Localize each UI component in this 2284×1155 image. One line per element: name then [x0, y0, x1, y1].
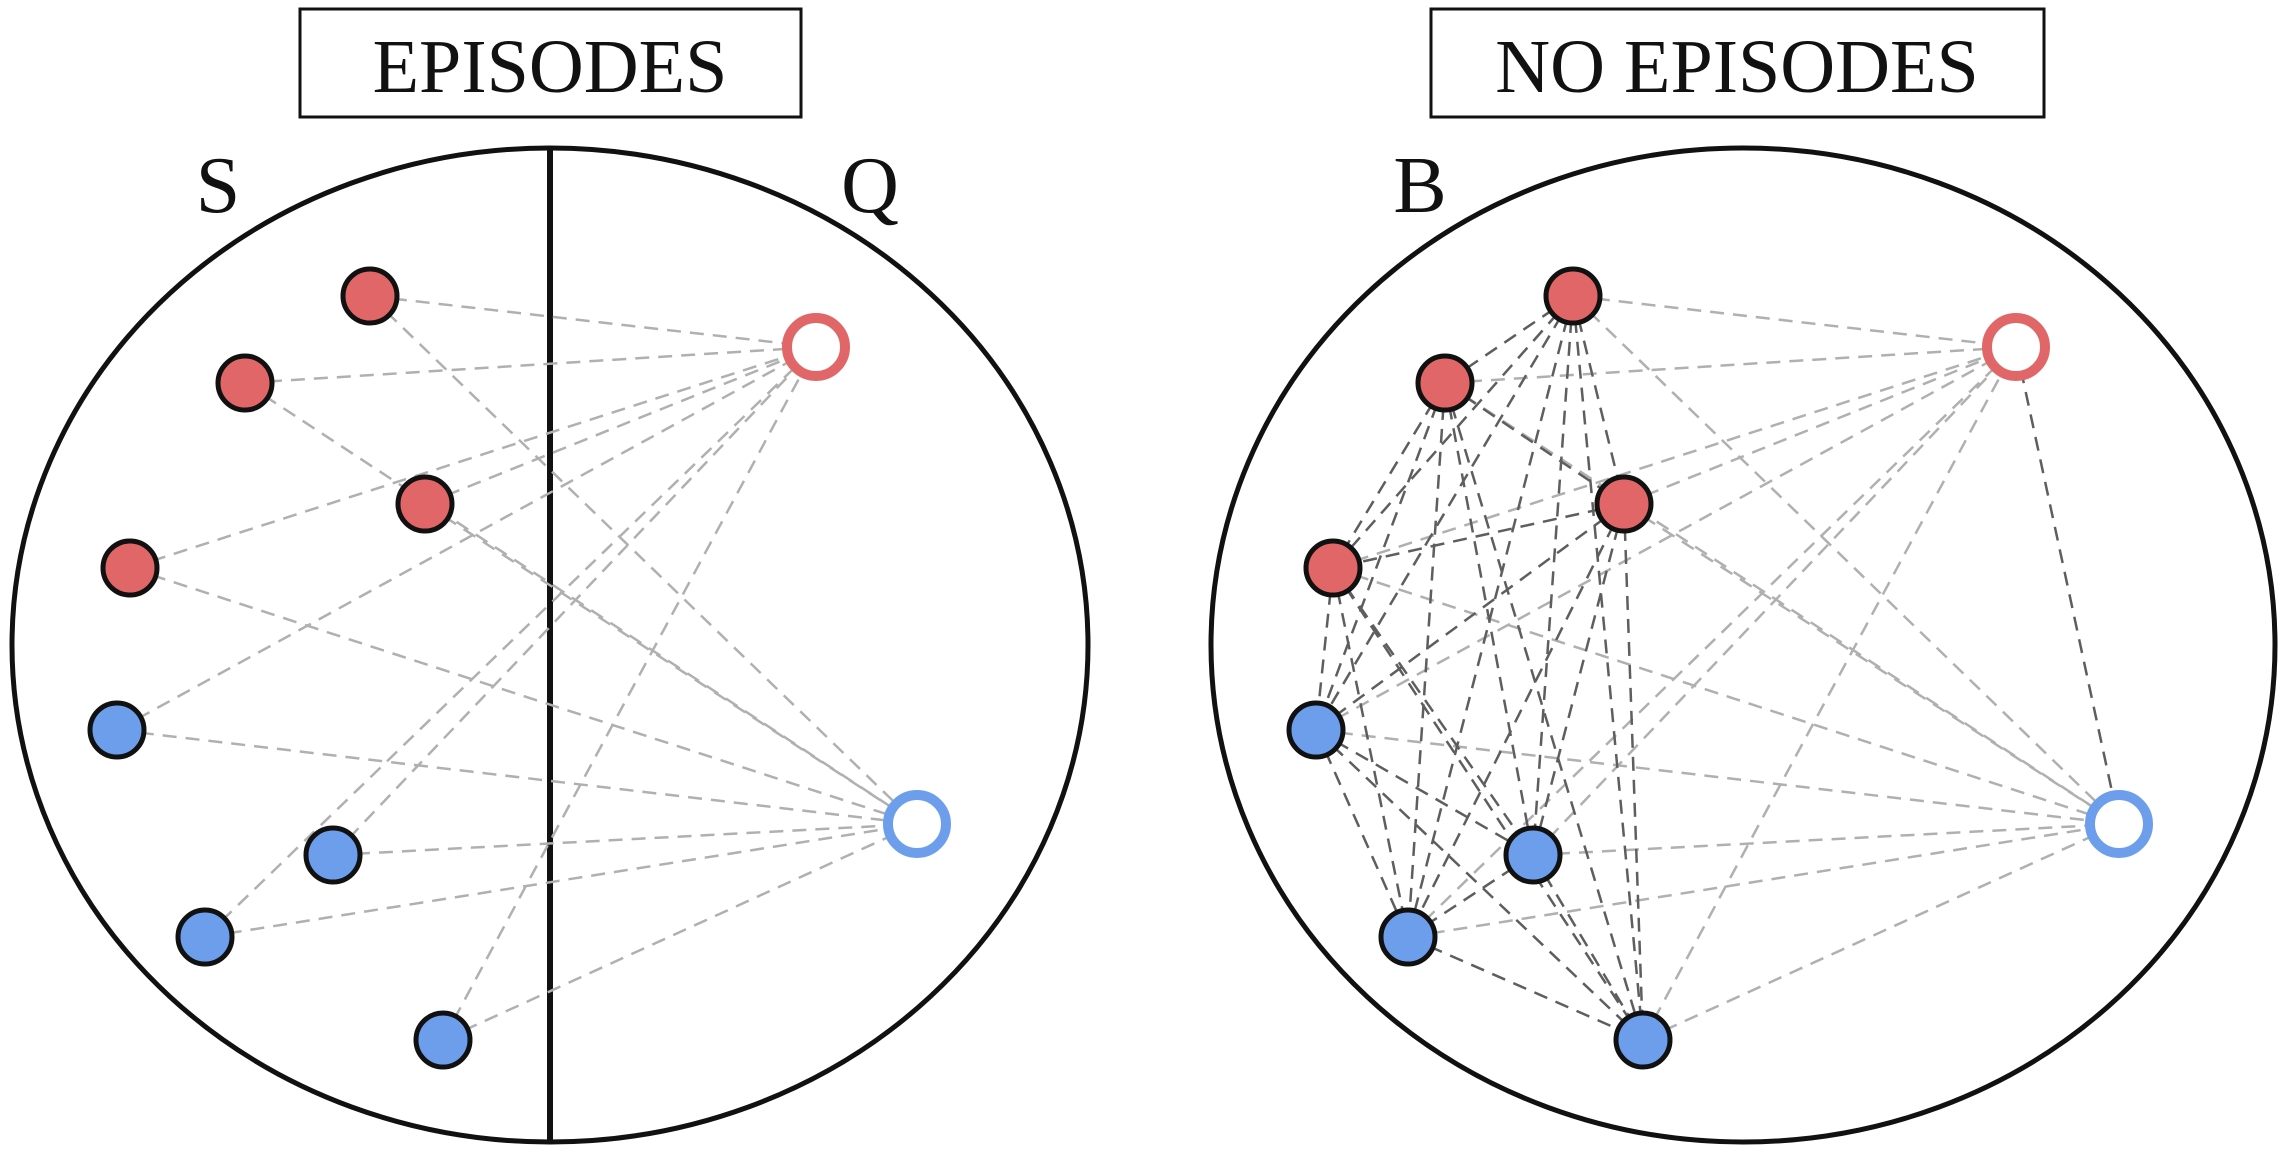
edge-support-support	[1406, 503, 1626, 938]
edge-support-query	[1315, 345, 2017, 732]
edge-support-support	[1332, 295, 1574, 569]
edge-support-query	[1332, 345, 2017, 570]
edge-support-query	[129, 345, 817, 570]
support-node-blue	[1503, 825, 1563, 885]
edge-support-support	[1571, 295, 1645, 1041]
support-node-blue	[1378, 907, 1438, 967]
nodes-no-episodes	[1286, 266, 2153, 1070]
edge-support-query	[1572, 295, 2120, 825]
edge-support-support	[1331, 382, 1447, 569]
query-node-blue	[2085, 790, 2153, 858]
edge-support-query	[1444, 345, 2017, 385]
edge-support-support	[1315, 729, 1644, 1041]
edge-support-query	[1332, 566, 2120, 826]
support-node-blue	[175, 907, 235, 967]
edge-support-support	[1443, 382, 1535, 856]
edge-support-support	[1331, 567, 1410, 938]
set-circle-no-episodes	[1208, 145, 2278, 1145]
edge-support-query	[1572, 294, 2017, 349]
support-node-red	[1543, 266, 1603, 326]
title-no-episodes: NO EPISODES	[1495, 25, 1979, 109]
edge-support-query	[1532, 346, 2017, 856]
support-node-blue	[87, 700, 147, 760]
edges-no-episodes	[1314, 294, 2121, 1042]
support-node-red	[1594, 474, 1654, 534]
edge-support-support	[1571, 295, 1626, 505]
edge-support-query	[1532, 822, 2120, 857]
query-node-red	[1982, 313, 2050, 381]
title-episodes: EPISODES	[373, 25, 728, 109]
label-batch-set: B	[1393, 142, 1446, 230]
edge-support-query	[369, 295, 918, 825]
query-node-red	[782, 313, 850, 381]
edges-episodes	[116, 294, 918, 1042]
edge-support-query	[1623, 345, 2017, 506]
edge-support-query	[332, 822, 918, 857]
edge-support-support	[1531, 503, 1626, 856]
support-node-blue	[1286, 700, 1346, 760]
support-node-red	[395, 474, 455, 534]
edge-support-query	[1641, 346, 2018, 1041]
edge-support-support	[1315, 502, 1625, 732]
label-query-set: Q	[841, 142, 899, 230]
support-node-red	[1303, 538, 1363, 598]
edge-query-query	[2014, 346, 2121, 825]
edge-support-support	[1406, 295, 1575, 938]
edge-support-support	[1531, 854, 1645, 1041]
edge-support-support	[1314, 295, 1575, 731]
edge-support-query	[1444, 381, 2120, 826]
edge-support-query	[332, 346, 817, 856]
edge-support-query	[116, 345, 817, 732]
edge-support-support	[1331, 567, 1535, 856]
edge-support-support	[1331, 567, 1645, 1041]
edge-support-query	[441, 346, 818, 1041]
support-node-red	[215, 353, 275, 413]
edge-support-query	[116, 728, 918, 826]
edge-support-query	[244, 381, 918, 826]
edge-support-support	[1314, 729, 1410, 938]
panel-no-episodes: NO EPISODES B	[1208, 7, 2278, 1145]
edge-support-support	[1315, 728, 1534, 857]
support-node-red	[340, 266, 400, 326]
edge-support-query	[204, 346, 817, 938]
support-node-red	[100, 538, 160, 598]
support-node-red	[1415, 353, 1475, 413]
edge-support-query	[424, 502, 918, 826]
edge-support-query	[1407, 346, 2017, 938]
edge-support-query	[244, 345, 817, 385]
edge-support-query	[424, 345, 817, 506]
title-box-episodes	[298, 7, 803, 119]
edge-support-query	[1407, 822, 2120, 939]
edge-support-query	[369, 294, 817, 349]
query-node-blue	[883, 790, 951, 858]
edge-support-query	[129, 566, 918, 826]
title-box-no-episodes	[1429, 7, 2046, 119]
support-node-blue	[303, 825, 363, 885]
support-node-blue	[1613, 1010, 1673, 1070]
panel-episodes: EPISODES S Q	[9, 7, 1091, 1145]
edge-support-query	[442, 822, 918, 1042]
edge-support-support	[1406, 382, 1447, 938]
edge-support-support	[1531, 295, 1575, 856]
nodes-episodes	[87, 266, 951, 1070]
edge-support-support	[1314, 382, 1447, 731]
edge-support-support	[1407, 935, 1644, 1042]
edge-support-query	[204, 822, 918, 939]
label-support-set: S	[196, 142, 241, 230]
edge-support-support	[1444, 381, 1625, 506]
support-node-blue	[413, 1010, 473, 1070]
edge-support-query	[1642, 822, 2120, 1042]
edge-support-support	[1622, 503, 1645, 1041]
edge-support-support	[1332, 502, 1625, 570]
edge-support-query	[1315, 728, 2120, 826]
edge-support-query	[1623, 502, 2120, 826]
